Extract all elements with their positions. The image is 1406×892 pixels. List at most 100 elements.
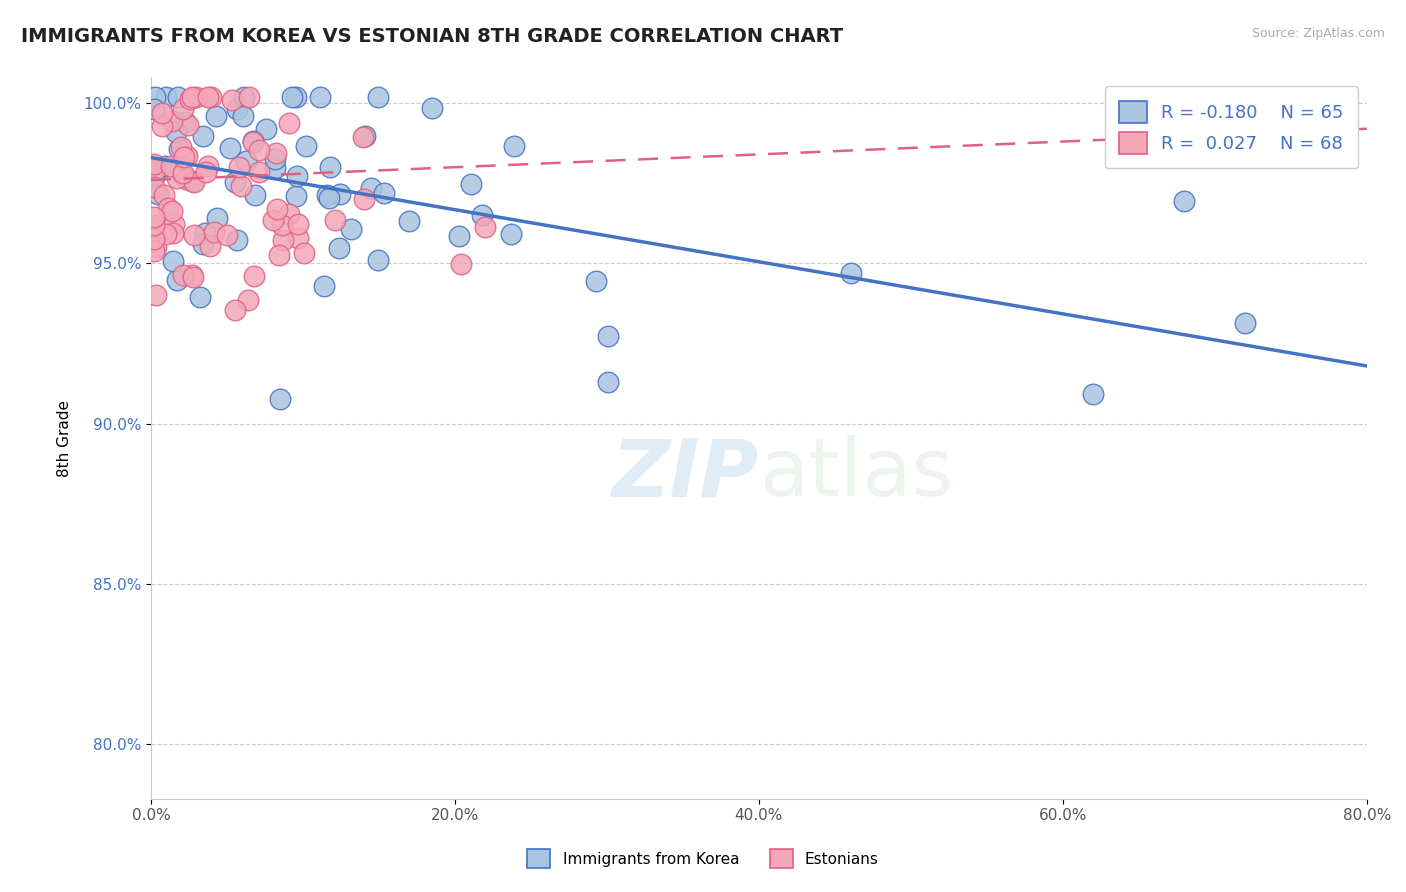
Y-axis label: 8th Grade: 8th Grade xyxy=(58,400,72,476)
Point xyxy=(160,114,183,128)
Point xyxy=(353,192,375,206)
Point xyxy=(316,188,339,202)
Point xyxy=(172,166,194,180)
Point xyxy=(145,239,167,253)
Point xyxy=(278,207,301,221)
Point xyxy=(229,178,252,193)
Point xyxy=(503,138,526,153)
Point xyxy=(165,125,187,139)
Text: Source: ZipAtlas.com: Source: ZipAtlas.com xyxy=(1251,27,1385,40)
Point xyxy=(143,89,166,103)
Point xyxy=(170,140,193,154)
Point xyxy=(1234,316,1257,330)
Point xyxy=(217,227,239,242)
Point xyxy=(224,175,246,189)
Point xyxy=(166,273,188,287)
Point xyxy=(197,159,219,173)
Point xyxy=(173,102,195,116)
Point xyxy=(242,134,264,148)
Point xyxy=(1173,194,1195,208)
Point xyxy=(181,89,204,103)
Point xyxy=(191,129,214,144)
Point xyxy=(243,188,266,202)
Point xyxy=(145,288,167,302)
Point xyxy=(143,157,166,171)
Point xyxy=(352,130,374,145)
Point xyxy=(312,278,335,293)
Point xyxy=(173,150,195,164)
Point xyxy=(839,266,862,280)
Point xyxy=(176,149,198,163)
Point xyxy=(238,89,260,103)
Legend: R = -0.180    N = 65, R =  0.027    N = 68: R = -0.180 N = 65, R = 0.027 N = 68 xyxy=(1105,87,1358,169)
Point xyxy=(172,268,194,282)
Point xyxy=(292,245,315,260)
Point xyxy=(243,268,266,283)
Point xyxy=(143,162,166,177)
Text: atlas: atlas xyxy=(759,435,953,513)
Point xyxy=(269,248,291,262)
Point xyxy=(148,186,170,201)
Point xyxy=(143,244,166,259)
Point xyxy=(271,219,294,233)
Point xyxy=(471,208,494,222)
Point xyxy=(143,231,166,245)
Point xyxy=(183,175,205,189)
Point xyxy=(329,186,352,201)
Point xyxy=(162,226,184,240)
Point xyxy=(163,217,186,231)
Point xyxy=(188,290,211,304)
Point xyxy=(266,202,288,217)
Point xyxy=(166,89,188,103)
Point xyxy=(340,222,363,236)
Point xyxy=(155,89,177,103)
Point xyxy=(143,102,166,116)
Point xyxy=(247,144,270,158)
Point xyxy=(143,179,166,194)
Point xyxy=(183,227,205,242)
Point xyxy=(398,214,420,228)
Point xyxy=(285,169,308,183)
Point xyxy=(159,160,181,174)
Point xyxy=(219,141,242,155)
Point xyxy=(422,101,444,115)
Point xyxy=(284,189,307,203)
Point xyxy=(174,171,197,186)
Point xyxy=(184,89,207,103)
Point xyxy=(242,135,264,149)
Point xyxy=(269,392,291,407)
Point xyxy=(197,89,219,103)
Point xyxy=(287,231,309,245)
Point xyxy=(318,191,340,205)
Point xyxy=(238,293,260,308)
Point xyxy=(449,228,471,243)
Point xyxy=(152,188,174,202)
Point xyxy=(1083,386,1105,401)
Point xyxy=(596,375,619,389)
Point xyxy=(176,119,198,133)
Point xyxy=(194,226,217,240)
Point xyxy=(150,120,173,134)
Point xyxy=(143,218,166,232)
Point xyxy=(150,106,173,120)
Point xyxy=(167,142,190,156)
Legend: Immigrants from Korea, Estonians: Immigrants from Korea, Estonians xyxy=(520,841,886,875)
Point xyxy=(160,203,183,218)
Point xyxy=(232,109,254,123)
Point xyxy=(179,92,201,106)
Point xyxy=(319,160,342,174)
Point xyxy=(226,102,249,116)
Point xyxy=(191,236,214,251)
Point xyxy=(373,186,395,201)
Text: ZIP: ZIP xyxy=(612,435,759,513)
Point xyxy=(501,227,523,242)
Point xyxy=(166,171,188,186)
Point xyxy=(460,177,482,191)
Point xyxy=(200,89,222,103)
Point xyxy=(221,93,243,107)
Point xyxy=(262,213,284,227)
Point xyxy=(360,181,382,195)
Point xyxy=(204,109,226,123)
Point xyxy=(200,238,222,252)
Point xyxy=(207,211,229,225)
